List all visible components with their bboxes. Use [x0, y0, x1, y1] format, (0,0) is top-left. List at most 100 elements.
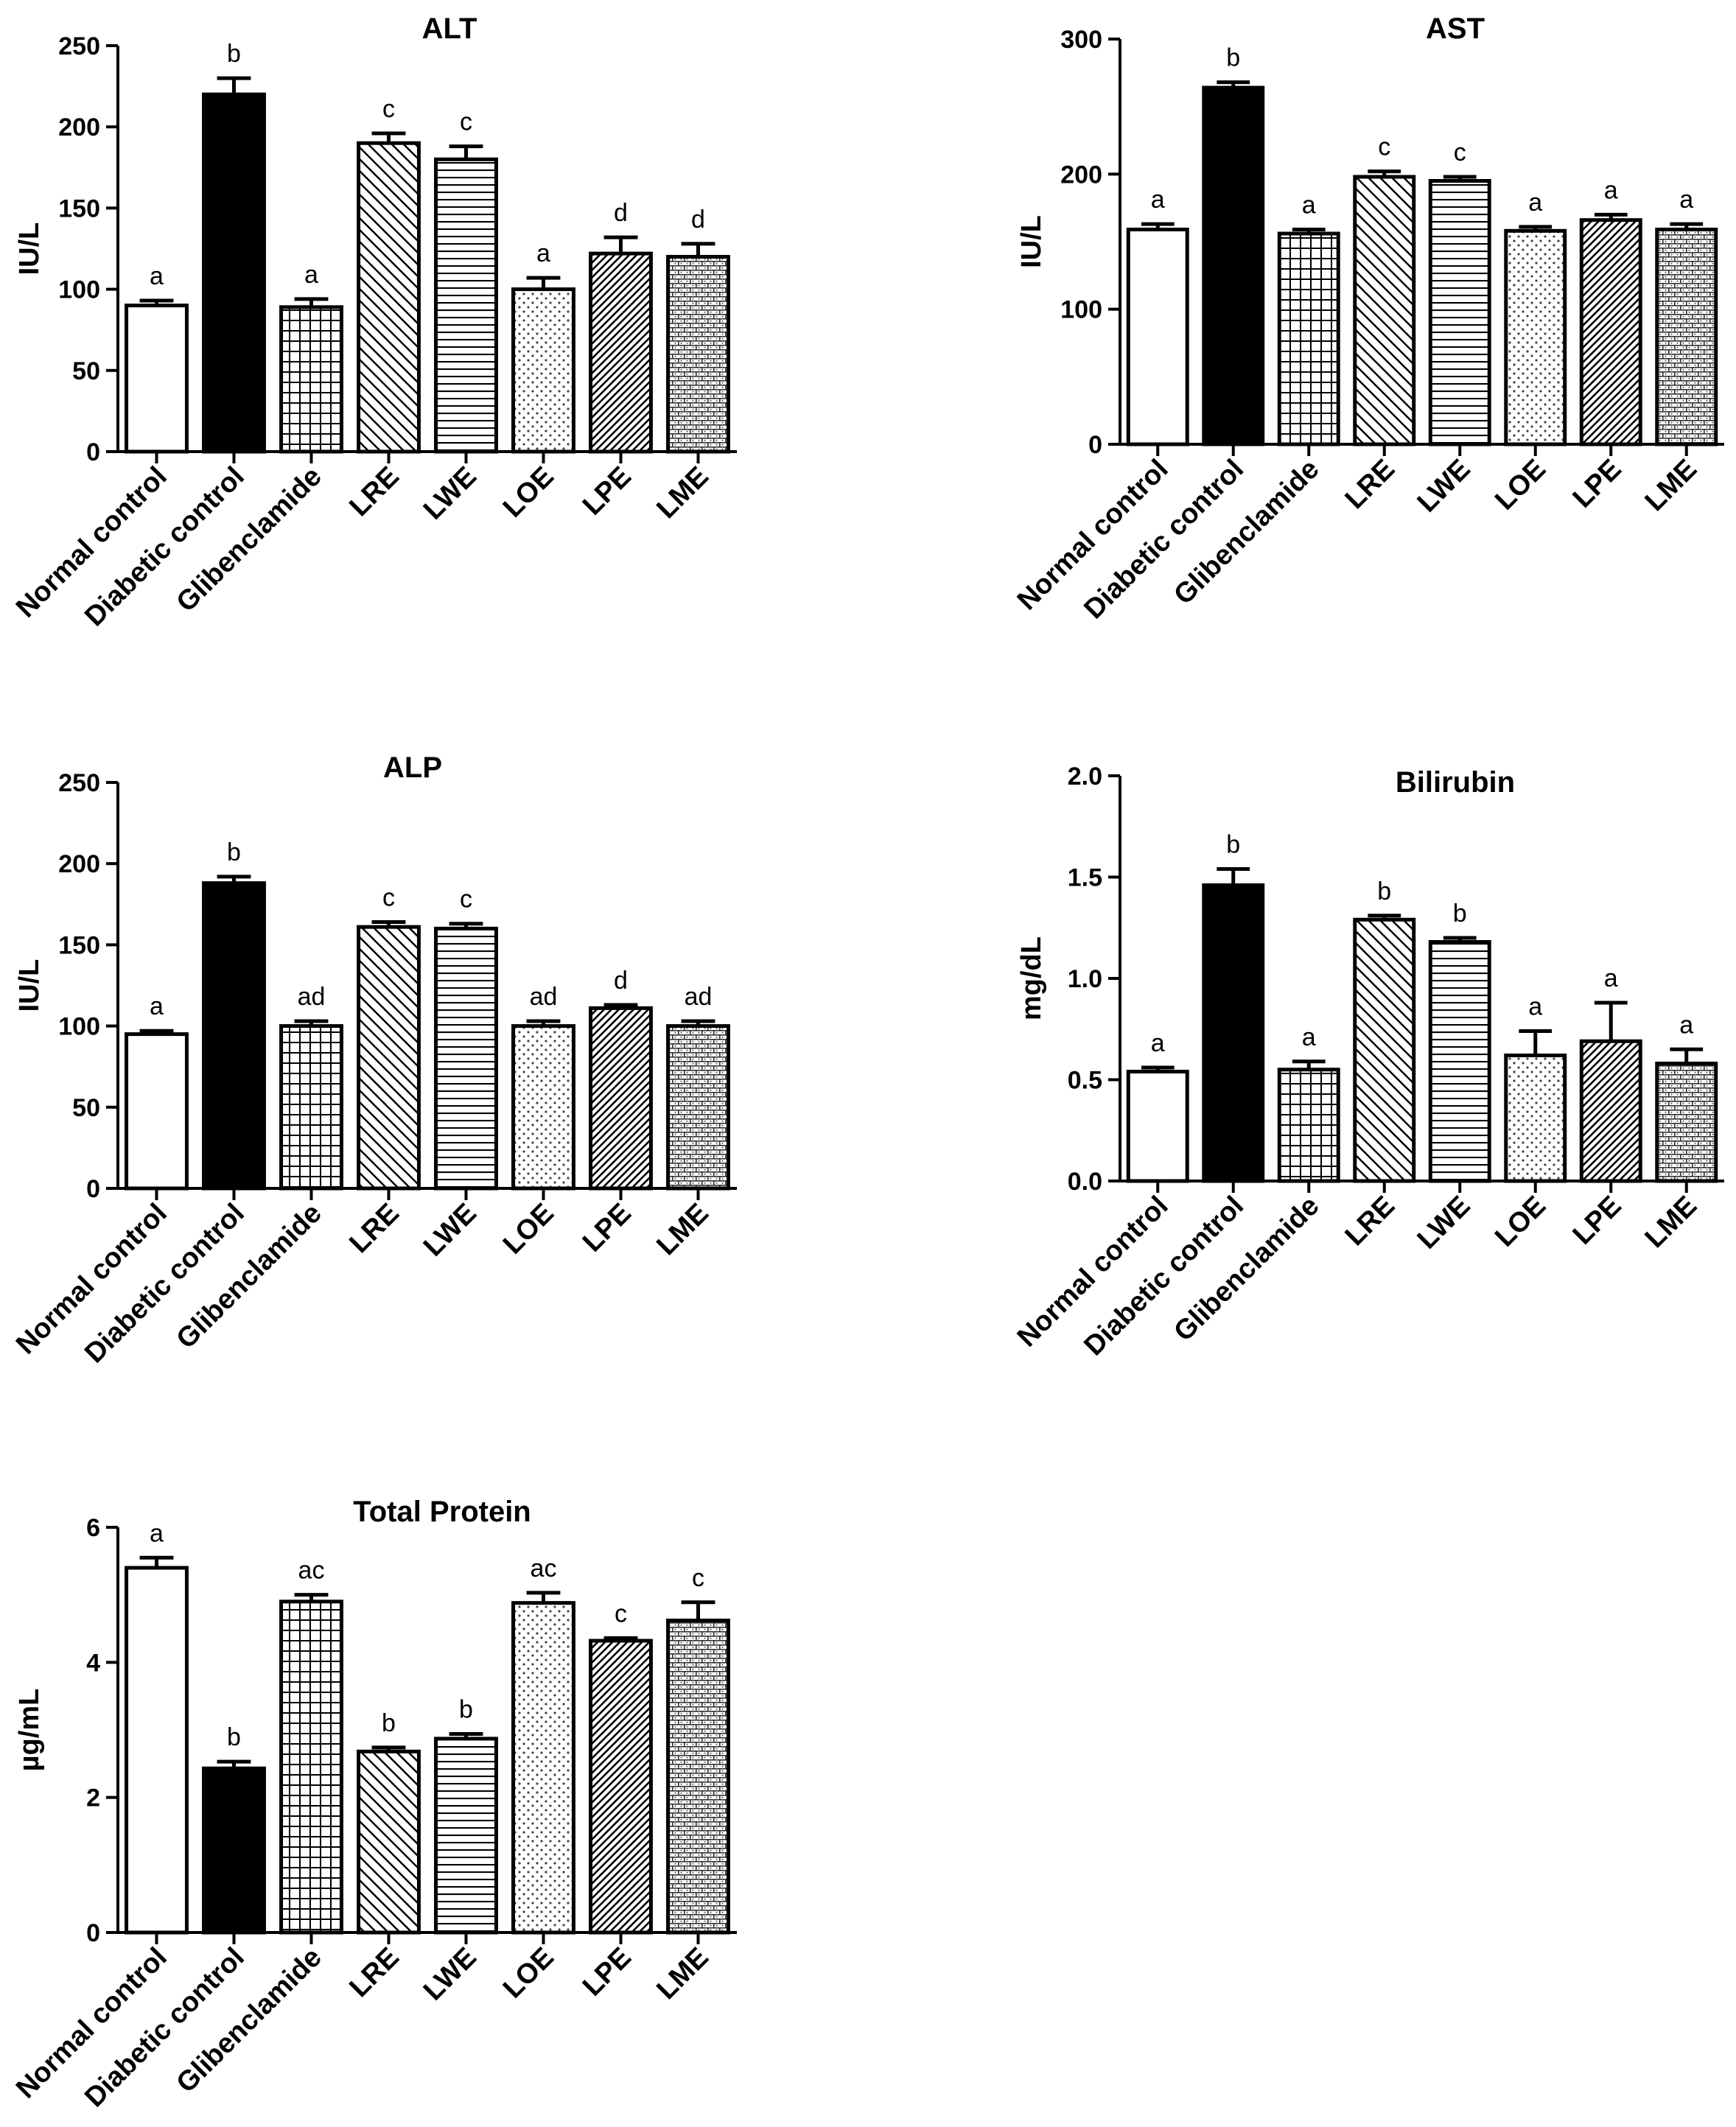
y-tick-label: 100: [58, 276, 100, 304]
y-tick-label: 1.0: [1068, 965, 1102, 993]
bar-diabetic-control: [202, 881, 266, 1191]
significance-label: a: [1679, 1011, 1693, 1039]
bar-lwe: [1428, 179, 1491, 446]
y-axis-title: IU/L: [1016, 215, 1047, 268]
bar-lwe: [434, 1737, 498, 1935]
x-tick-label: Glibenclamide: [170, 1198, 327, 1355]
significance-label: a: [150, 1519, 164, 1547]
bar-lre: [357, 141, 421, 454]
bar-lpe: [1579, 1039, 1642, 1183]
bar-normal-control: [125, 1566, 189, 1935]
x-tick-label: LOE: [497, 1198, 560, 1261]
significance-label: d: [691, 206, 705, 234]
x-tick-label: LME: [1639, 454, 1703, 517]
x-tick-label: LOE: [497, 1942, 560, 2005]
significance-label: ad: [530, 983, 558, 1011]
bar-glibenclamide: [279, 1599, 343, 1935]
bar-glibenclamide: [279, 305, 343, 454]
bar-loe: [1504, 228, 1567, 446]
y-tick-label: 150: [58, 195, 100, 222]
significance-label: b: [1377, 877, 1391, 905]
bar-lwe: [434, 157, 498, 454]
bar-lpe: [1579, 218, 1642, 446]
bar-lpe: [589, 251, 653, 454]
significance-label: ac: [298, 1557, 325, 1585]
y-tick-label: 0.5: [1068, 1067, 1102, 1095]
significance-label: ac: [531, 1555, 557, 1583]
bar-normal-control: [1126, 1070, 1189, 1183]
significance-label: c: [382, 95, 395, 123]
x-tick-label: LRE: [343, 1198, 405, 1259]
significance-label: ad: [685, 983, 713, 1011]
x-tick-label: LRE: [343, 461, 405, 522]
x-tick-label: LOE: [1489, 1191, 1552, 1253]
x-tick-label: LRE: [343, 1942, 405, 2003]
x-tick-label: LPE: [577, 1198, 637, 1258]
chart-title: Total Protein: [353, 1496, 531, 1528]
y-tick-label: 0: [86, 1175, 100, 1203]
y-axis-title: µg/mL: [14, 1689, 45, 1772]
significance-label: a: [1151, 1029, 1165, 1057]
x-tick-label: LPE: [577, 461, 637, 522]
x-tick-label: Glibenclamide: [170, 461, 327, 618]
significance-label: a: [150, 992, 164, 1020]
bar-loe: [511, 1601, 575, 1935]
y-tick-label: 300: [1060, 26, 1102, 54]
bar-lme: [666, 1024, 730, 1191]
y-tick-label: 0: [86, 438, 100, 466]
bar-lwe: [434, 926, 498, 1191]
significance-label: a: [1151, 186, 1165, 214]
significance-label: b: [1226, 831, 1240, 859]
bar-lme: [666, 255, 730, 454]
y-tick-label: 0.0: [1068, 1168, 1102, 1196]
bar-loe: [511, 287, 575, 454]
bar-lre: [1353, 917, 1416, 1183]
x-tick-label: LOE: [497, 461, 560, 524]
significance-label: a: [1679, 186, 1693, 214]
bar-diabetic-control: [202, 1766, 266, 1935]
chart-title: ALT: [422, 13, 477, 45]
significance-label: a: [1302, 192, 1316, 220]
y-tick-label: 200: [1060, 161, 1102, 189]
chart-title: Bilirubin: [1396, 766, 1515, 799]
significance-label: b: [227, 40, 241, 68]
y-tick-label: 150: [58, 931, 100, 959]
x-tick-label: LWE: [418, 1198, 483, 1263]
x-tick-label: LME: [651, 461, 714, 525]
significance-label: d: [614, 967, 628, 995]
significance-label: d: [614, 199, 628, 227]
significance-label: b: [1226, 44, 1240, 72]
significance-label: a: [1302, 1023, 1316, 1051]
x-tick-label: LOE: [1489, 454, 1552, 516]
x-tick-label: LWE: [1412, 1191, 1477, 1255]
y-tick-label: 1.5: [1068, 864, 1102, 892]
x-tick-label: LPE: [1567, 1191, 1628, 1251]
bar-glibenclamide: [1277, 231, 1340, 446]
significance-label: c: [692, 1564, 704, 1592]
x-tick-label: LPE: [1567, 454, 1628, 514]
significance-label: b: [227, 1723, 241, 1751]
x-tick-label: Glibenclamide: [170, 1942, 327, 2099]
bar-lpe: [589, 1639, 653, 1935]
significance-label: c: [460, 886, 472, 914]
significance-label: a: [150, 262, 164, 290]
bar-diabetic-control: [202, 92, 266, 454]
bar-lme: [666, 1619, 730, 1935]
significance-label: c: [460, 108, 472, 136]
bar-diabetic-control: [1202, 883, 1265, 1183]
significance-label: b: [459, 1696, 473, 1724]
bar-normal-control: [125, 304, 189, 454]
y-tick-label: 6: [86, 1514, 100, 1542]
y-tick-label: 50: [72, 1094, 100, 1122]
x-tick-label: LME: [1639, 1191, 1703, 1254]
significance-label: a: [1528, 189, 1542, 217]
y-axis-title: mg/dL: [1016, 936, 1047, 1020]
significance-label: a: [304, 261, 318, 289]
y-tick-label: 0: [86, 1919, 100, 1947]
x-tick-label: LWE: [1412, 454, 1477, 519]
bar-lpe: [589, 1006, 653, 1191]
